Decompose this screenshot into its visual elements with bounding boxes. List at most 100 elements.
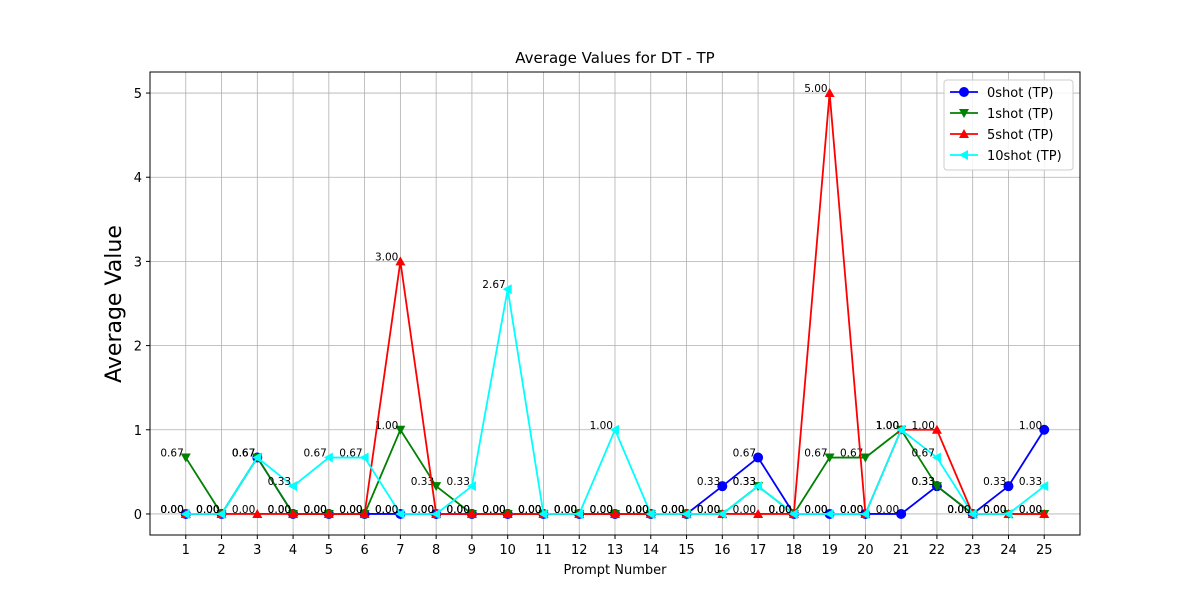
data-label: 0.67: [912, 448, 935, 460]
y-tick-label: 4: [134, 171, 142, 186]
data-point: [502, 508, 513, 518]
y-tick-label: 3: [134, 255, 142, 270]
x-tick-label: 24: [1000, 543, 1017, 558]
data-label: 0.67: [232, 448, 255, 460]
data-label: 0.00: [590, 504, 613, 516]
data-label: 0.00: [947, 504, 970, 516]
data-label: 0.00: [411, 504, 434, 516]
data-point: [610, 508, 620, 518]
data-label: 0.00: [733, 504, 756, 516]
data-label: 0.67: [303, 448, 326, 460]
data-label: 0.00: [447, 504, 470, 516]
data-label: 0.00: [947, 504, 970, 516]
data-label: 1.00: [590, 420, 613, 432]
y-tick-label: 1: [134, 424, 142, 439]
data-label: 0.33: [733, 476, 756, 488]
data-label: 0.00: [554, 504, 577, 516]
data-label: 0.00: [303, 504, 326, 516]
data-label: 0.00: [947, 504, 970, 516]
data-point: [180, 453, 191, 463]
data-point: [216, 508, 226, 519]
data-label: 0.33: [411, 476, 434, 488]
x-tick-label: 1: [182, 543, 190, 558]
data-label: 0.00: [625, 504, 648, 516]
data-label: 0.00: [375, 504, 398, 516]
data-point: [753, 481, 763, 492]
data-point: [359, 508, 370, 518]
data-label: 0.00: [268, 504, 291, 516]
data-label: 0.00: [590, 504, 613, 516]
x-tick-label: 13: [607, 543, 624, 558]
data-label: 0.00: [554, 504, 577, 516]
x-tick-label: 8: [432, 543, 440, 558]
x-tick-label: 9: [468, 543, 476, 558]
data-label: 0.00: [625, 504, 648, 516]
data-point: [538, 508, 548, 519]
x-tick-label: 20: [857, 543, 874, 558]
data-label: 0.00: [983, 504, 1006, 516]
x-tick-label: 14: [642, 543, 659, 558]
data-label: 1.00: [1019, 420, 1042, 432]
data-point: [753, 508, 764, 518]
chart-title: Average Values for DT - TP: [515, 49, 714, 67]
data-label: 0.00: [339, 504, 362, 516]
x-tick-label: 23: [964, 543, 981, 558]
data-point: [717, 481, 728, 492]
data-label: 0.00: [661, 504, 684, 516]
data-label: 0.00: [482, 504, 505, 516]
legend-marker: [959, 129, 969, 138]
data-point: [896, 508, 907, 519]
data-label: 0.67: [232, 448, 255, 460]
data-label: 0.67: [160, 448, 183, 460]
data-point: [931, 482, 942, 492]
legend: 0shot (TP) 1shot (TP) 5shot (TP) 10shot (TP…: [943, 79, 1074, 171]
data-label: 0.33: [1019, 476, 1042, 488]
data-point: [753, 452, 764, 463]
data-label: 0.00: [768, 504, 791, 516]
data-point: [431, 482, 442, 492]
data-label: 0.00: [661, 504, 684, 516]
data-label: 3.00: [375, 251, 398, 263]
data-label: 1.00: [912, 420, 935, 432]
data-label: 0.00: [804, 504, 827, 516]
legend-marker: [959, 109, 969, 118]
data-point: [1003, 508, 1013, 519]
data-point: [323, 508, 334, 518]
x-tick-label: 4: [289, 543, 297, 558]
data-label: 0.00: [518, 504, 541, 516]
data-label: 0.00: [697, 504, 720, 516]
x-tick-label: 21: [893, 543, 910, 558]
data-point: [610, 424, 619, 435]
data-label: 0.00: [840, 504, 863, 516]
x-tick-label: 25: [1036, 543, 1053, 558]
data-label: 0.00: [196, 504, 219, 516]
data-point: [502, 284, 512, 295]
data-point: [931, 452, 941, 463]
data-label: 0.00: [840, 504, 863, 516]
data-label: 0.00: [661, 504, 684, 516]
data-label: 0.00: [196, 504, 219, 516]
data-point: [323, 452, 333, 463]
x-tick-label: 7: [396, 543, 404, 558]
legend-marker: [959, 87, 969, 97]
data-point: [1039, 424, 1050, 435]
data-point: [645, 508, 655, 519]
legend-label: 5shot (TP): [987, 128, 1053, 143]
data-label: 0.00: [554, 504, 577, 516]
data-point: [896, 424, 906, 435]
data-label: 0.33: [733, 476, 756, 488]
data-point: [252, 452, 262, 463]
data-label: 0.00: [625, 504, 648, 516]
data-label: 0.33: [983, 476, 1006, 488]
data-point: [466, 508, 477, 518]
legend-box: [943, 79, 1074, 171]
data-point: [288, 481, 298, 492]
data-label: 0.00: [232, 504, 255, 516]
data-label: 0.67: [339, 448, 362, 460]
legend-label: 10shot (TP): [987, 149, 1062, 164]
legend-marker: [959, 150, 968, 160]
data-point: [1039, 508, 1050, 518]
data-point: [574, 508, 584, 519]
data-label: 0.00: [697, 504, 720, 516]
